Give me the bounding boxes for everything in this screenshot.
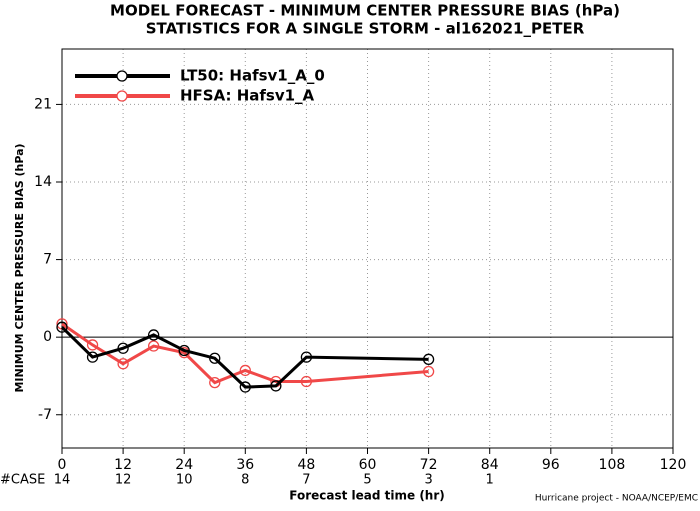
case-count: 5 — [363, 473, 371, 488]
y-tick-label: 0 — [43, 329, 52, 345]
point — [147, 329, 160, 341]
legend-marker — [116, 90, 128, 102]
point — [209, 352, 221, 364]
x-tick-label: 0 — [58, 457, 67, 473]
x-tick-label: 24 — [175, 457, 193, 473]
x-tick-label: 84 — [481, 457, 499, 473]
case-count: 1 — [486, 473, 494, 488]
x-tick-label: 108 — [599, 457, 626, 473]
point — [209, 376, 221, 389]
x-tick-label: 120 — [660, 457, 687, 473]
point — [147, 340, 160, 352]
point — [422, 353, 435, 365]
point — [86, 351, 99, 363]
x-tick-label: 60 — [359, 457, 377, 473]
point — [117, 358, 129, 370]
point — [178, 344, 190, 357]
chart-title: MODEL FORECAST - MINIMUM CENTER PRESSURE… — [110, 2, 620, 20]
y-tick-label: -7 — [38, 407, 52, 423]
case-count: 14 — [54, 473, 71, 488]
point — [86, 339, 99, 351]
case-count: 12 — [115, 473, 132, 488]
case-count: 8 — [241, 473, 249, 488]
point — [239, 381, 251, 393]
series-line — [61, 322, 429, 385]
x-tick-label: 12 — [114, 457, 132, 473]
legend-label: HFSA: Hafsv1_A — [180, 87, 315, 105]
y-tick-label: 7 — [43, 252, 52, 268]
legend-marker — [116, 70, 128, 82]
point — [239, 364, 251, 377]
point — [270, 380, 282, 392]
point — [56, 321, 68, 333]
x-axis-label: Forecast lead time (hr) — [289, 489, 445, 503]
point — [300, 375, 313, 388]
plot-frame — [61, 48, 674, 449]
x-tick-label: 72 — [420, 457, 438, 473]
x-tick-label: 36 — [236, 457, 254, 473]
series-line — [60, 326, 429, 389]
point — [422, 365, 435, 378]
chart-subtitle: STATISTICS FOR A SINGLE STORM - al162021… — [146, 20, 585, 38]
legend-label: LT50: Hafsv1_A_0 — [180, 67, 325, 85]
footer: Hurricane project - NOAA/NCEP/EMC — [535, 494, 698, 504]
case-count: 10 — [176, 473, 193, 488]
y-tick-label: 14 — [34, 174, 52, 190]
point — [117, 342, 129, 354]
case-count: 3 — [424, 473, 432, 488]
x-tick-label: 48 — [297, 457, 315, 473]
x-tick-label: 96 — [542, 457, 560, 473]
case-label: #CASE — [0, 473, 45, 488]
point — [300, 351, 313, 363]
y-tick-label: 21 — [34, 96, 52, 112]
case-count: 7 — [302, 473, 310, 488]
y-axis-label: MINIMUM CENTER PRESSURE BIAS (hPa) — [13, 143, 26, 392]
